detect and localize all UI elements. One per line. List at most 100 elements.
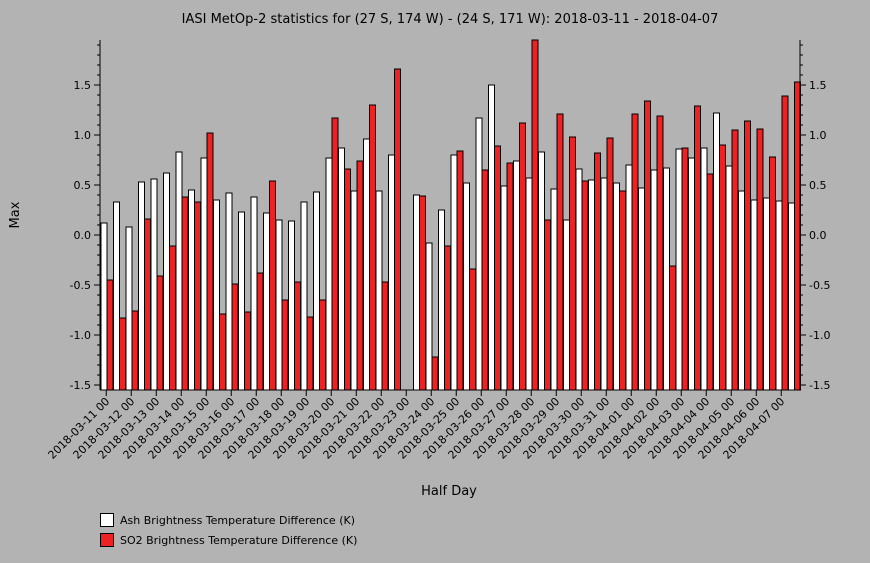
bar-so2 (581, 180, 589, 391)
bar-ash (500, 185, 508, 391)
bar-ash (513, 160, 520, 391)
y-tick-label-right: 0.0 (809, 229, 827, 242)
bar-ash (613, 182, 620, 391)
bar-so2 (519, 122, 526, 391)
bar-ash (763, 197, 770, 391)
bar-ash (663, 167, 670, 391)
bar-ash (788, 202, 795, 391)
bar-ash (363, 138, 370, 391)
bar-ash (713, 112, 720, 391)
bar-so2 (131, 310, 139, 391)
bar-so2 (494, 145, 501, 391)
bar-so2 (531, 39, 539, 391)
y-tick-label-right: 0.5 (809, 179, 827, 192)
bar-so2 (369, 104, 376, 391)
bar-ash (238, 211, 245, 391)
bar-so2 (756, 128, 764, 391)
bar-so2 (281, 299, 289, 391)
y-tick-label-left: 1.0 (74, 129, 92, 142)
bar-ash (575, 168, 583, 391)
bar-so2 (306, 316, 314, 391)
bar-ash (450, 154, 458, 391)
bar-ash (488, 84, 495, 391)
bar-so2 (619, 190, 626, 391)
bar-so2 (169, 245, 176, 391)
bar-ash (388, 154, 395, 391)
bar-so2 (469, 268, 476, 391)
bar-ash (263, 212, 270, 391)
bar-so2 (331, 117, 339, 391)
legend-label-so2: SO2 Brightness Temperature Difference (K… (120, 533, 358, 547)
bar-ash (700, 147, 708, 391)
bar-so2 (319, 299, 326, 391)
bar-ash (325, 157, 333, 391)
bar-so2 (444, 245, 451, 391)
bar-so2 (381, 281, 389, 391)
legend-item-so2: SO2 Brightness Temperature Difference (K… (100, 533, 357, 547)
bar-so2 (656, 115, 664, 391)
bar-ash (463, 182, 470, 391)
y-tick-label-left: 0.5 (74, 179, 92, 192)
bar-ash (550, 188, 558, 391)
y-axis-label: Max (8, 201, 23, 228)
bar-so2 (731, 129, 739, 391)
y-tick-label-right: -1.5 (809, 379, 830, 392)
bar-so2 (719, 144, 726, 391)
bar-ash (288, 220, 295, 391)
bar-ash (275, 219, 283, 391)
bar-ash (138, 181, 145, 391)
y-tick-label-right: -1.0 (809, 329, 830, 342)
bar-ash (163, 172, 170, 391)
chart-title: IASI MetOp-2 statistics for (27 S, 174 W… (182, 12, 719, 27)
bar-ash (675, 148, 683, 391)
bar-ash (375, 190, 383, 391)
y-tick-label-left: -1.0 (70, 329, 91, 342)
bars-layer (100, 39, 801, 391)
bar-so2 (194, 201, 201, 391)
bar-ash (100, 222, 108, 391)
bar-so2 (106, 279, 114, 391)
bar-ash (775, 200, 783, 391)
bar-so2 (781, 95, 789, 391)
bar-ash (300, 201, 308, 391)
bar-so2 (594, 152, 601, 391)
bar-ash (113, 201, 120, 391)
bar-ash (425, 242, 433, 391)
bar-so2 (606, 137, 614, 391)
bar-ash (750, 199, 758, 391)
legend-item-ash: Ash Brightness Temperature Difference (K… (100, 513, 355, 527)
bar-so2 (181, 196, 189, 391)
y-tick-label-left: 0.0 (74, 229, 92, 242)
bar-so2 (431, 356, 439, 391)
bar-so2 (119, 317, 126, 391)
bar-so2 (144, 218, 151, 391)
bar-ash (188, 189, 195, 391)
bar-ash (525, 177, 533, 391)
bar-ash (600, 177, 608, 391)
bar-so2 (569, 136, 576, 391)
bar-ash (200, 157, 208, 391)
bar-ash (650, 169, 658, 391)
bar-ash (213, 199, 220, 391)
bar-ash (438, 209, 445, 391)
bar-so2 (256, 272, 264, 391)
bar-so2 (506, 162, 514, 391)
bar-so2 (269, 180, 276, 391)
bar-so2 (294, 281, 301, 391)
bar-so2 (244, 311, 251, 391)
bar-ash (225, 192, 233, 391)
bar-ash (725, 165, 733, 391)
bar-so2 (206, 132, 214, 391)
legend-label-ash: Ash Brightness Temperature Difference (K… (120, 513, 355, 527)
y-tick-label-right: 1.0 (809, 129, 827, 142)
legend-swatch-ash (100, 513, 114, 527)
y-tick-label-right: 1.5 (809, 79, 827, 92)
bar-ash (150, 178, 158, 391)
bar-ash (475, 117, 483, 391)
bar-so2 (456, 150, 464, 391)
bar-so2 (219, 313, 226, 391)
bar-ash (413, 194, 420, 391)
bar-so2 (394, 68, 401, 391)
bar-ash (350, 190, 358, 391)
